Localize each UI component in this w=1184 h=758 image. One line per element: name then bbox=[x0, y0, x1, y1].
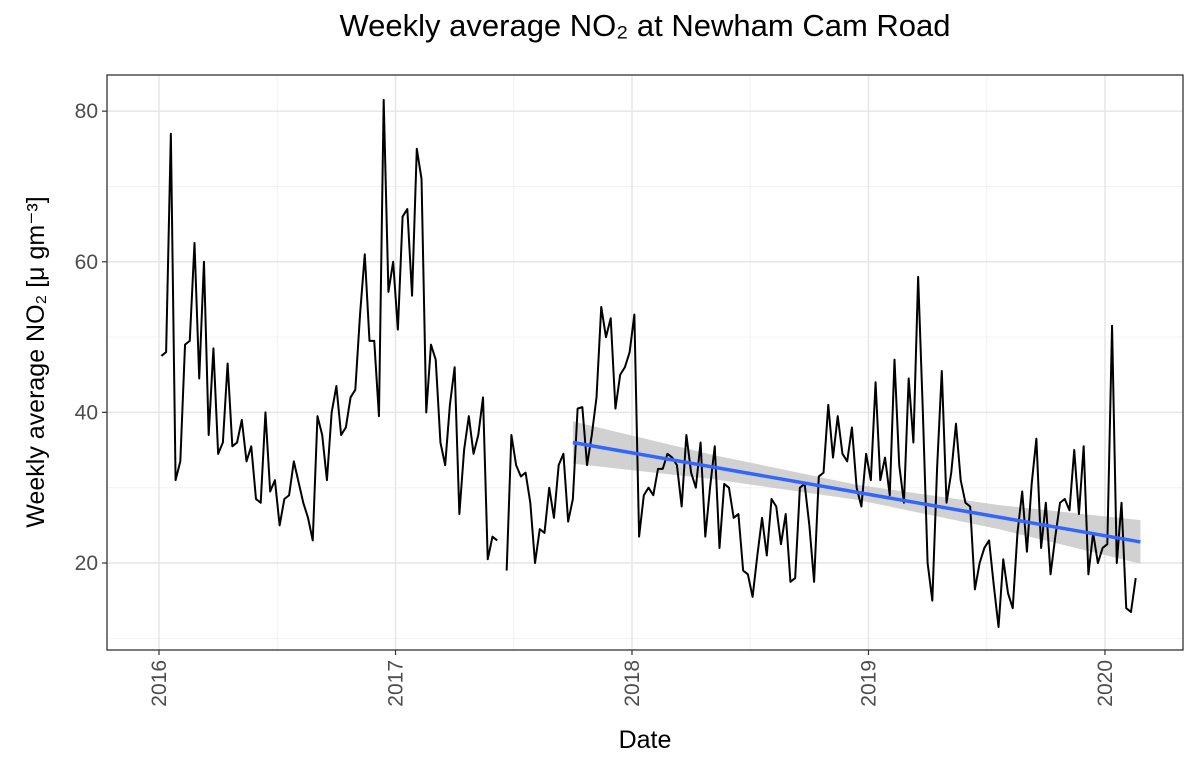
series-line bbox=[160, 98, 1137, 629]
chart-title: Weekly average NO₂ at Newham Cam Road bbox=[339, 8, 950, 43]
y-tick-label: 20 bbox=[75, 552, 98, 575]
x-tick-label: 2017 bbox=[385, 660, 408, 707]
x-tick-label: 2016 bbox=[148, 660, 171, 707]
x-tick-label: 2018 bbox=[621, 660, 644, 707]
x-tick-label: 2020 bbox=[1094, 660, 1117, 707]
trend-line bbox=[572, 440, 1141, 544]
y-tick-label: 40 bbox=[75, 401, 98, 424]
x-axis-title: Date bbox=[619, 726, 672, 754]
plot-border bbox=[106, 74, 1184, 651]
y-tick-label: 60 bbox=[75, 251, 98, 274]
y-tick-label: 80 bbox=[75, 100, 98, 123]
plot-background bbox=[107, 75, 1183, 650]
y-axis-title: Weekly average NO₂ [μ gm⁻³] bbox=[22, 196, 50, 527]
x-tick-label: 2019 bbox=[857, 660, 880, 707]
